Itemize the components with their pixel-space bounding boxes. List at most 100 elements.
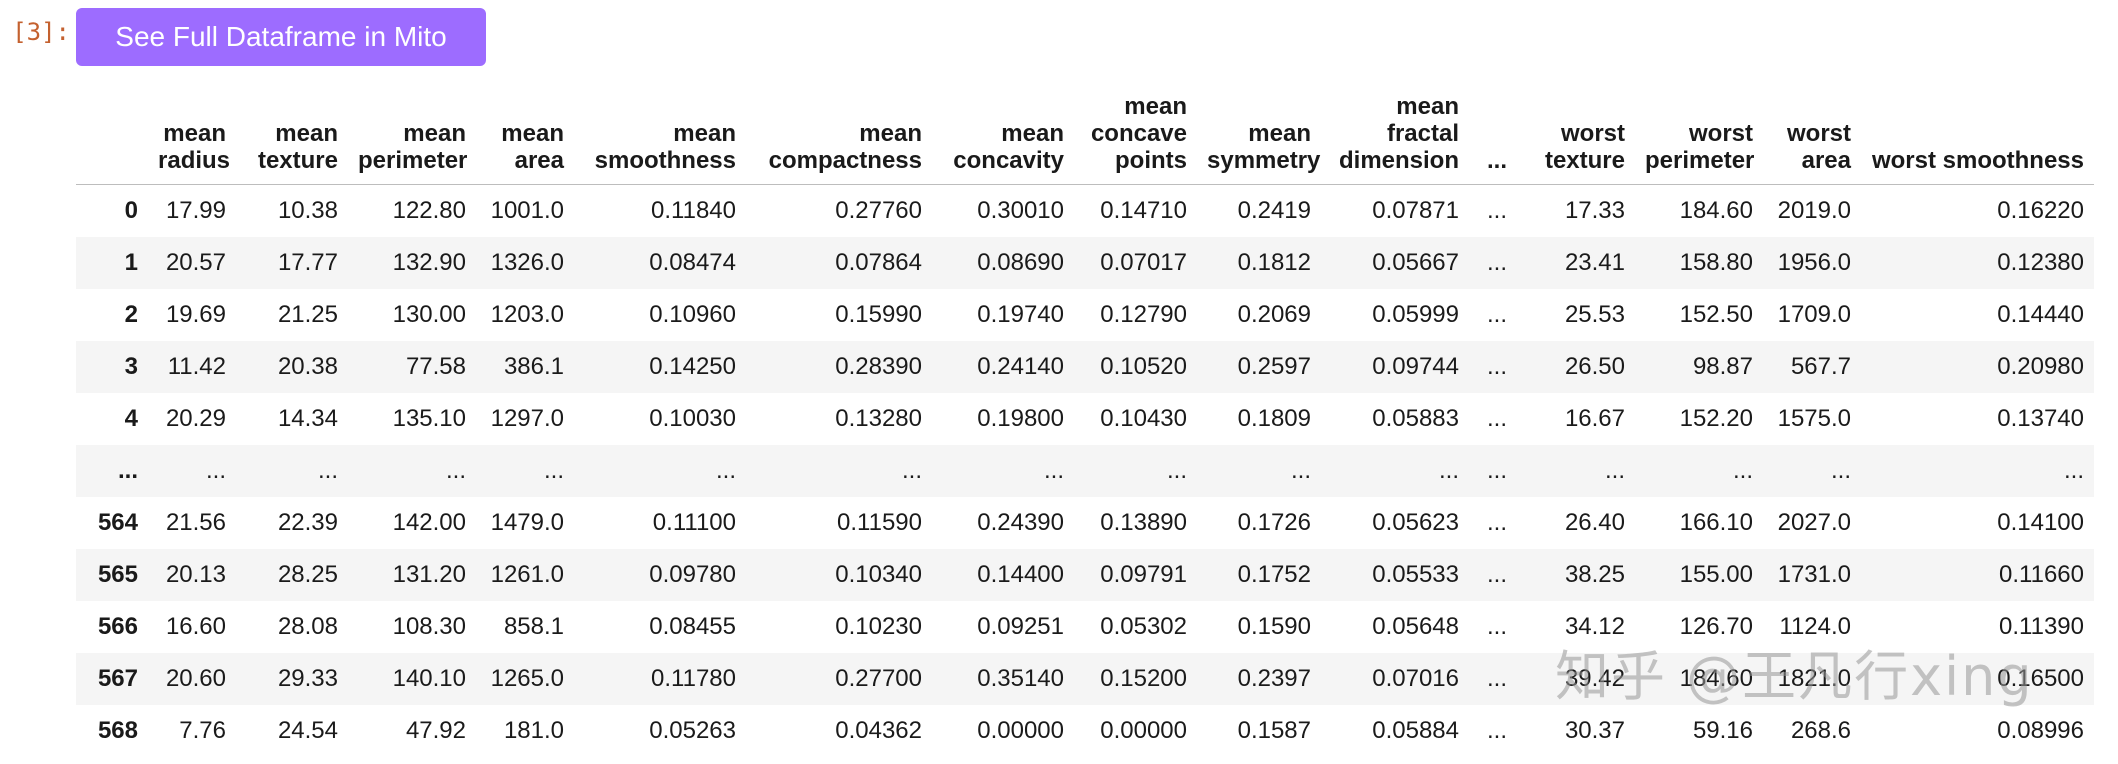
table-cell: 59.16 [1692, 716, 1753, 744]
table-cell: 1261.0 [490, 560, 564, 588]
table-cell: 25.53 [1564, 300, 1625, 328]
table-cell: 0.13890 [1100, 508, 1187, 536]
table-cell: 268.6 [1790, 716, 1851, 744]
table-cell: ... [1486, 456, 1507, 484]
table-cell: 0.09251 [977, 612, 1064, 640]
table-cell: 1265.0 [490, 664, 564, 692]
table-cell: 29.33 [277, 664, 338, 692]
table-cell: ... [715, 456, 736, 484]
table-cell: 28.25 [277, 560, 338, 588]
table-cell: 0.27700 [835, 664, 922, 692]
table-cell: 0.2419 [1237, 196, 1311, 224]
table-cell: 0.1752 [1237, 560, 1311, 588]
table-cell: 0.1809 [1237, 404, 1311, 432]
table-cell: 17.77 [277, 248, 338, 276]
table-cell: 0.10230 [835, 612, 922, 640]
table-cell: 30.37 [1564, 716, 1625, 744]
table-cell: 2019.0 [1777, 196, 1851, 224]
table-cell: ... [1486, 352, 1507, 380]
table-cell: 0.12790 [1100, 300, 1187, 328]
table-cell: 0.10340 [835, 560, 922, 588]
table-cell: 1124.0 [1779, 612, 1851, 640]
table-row: 1 20.57 17.77 132.90 1326.0 0.08474 0.07864 0.0… [76, 236, 2094, 289]
table-cell: 0.05533 [1372, 560, 1459, 588]
table-cell: ... [901, 456, 922, 484]
table-cell: 0.20980 [1997, 352, 2084, 380]
table-cell: ... [1486, 248, 1507, 276]
table-cell: 34.12 [1564, 612, 1625, 640]
table-cell: 1575.0 [1777, 404, 1851, 432]
table-cell: 0.16220 [1997, 196, 2084, 224]
table-cell: 0.00000 [1100, 716, 1187, 744]
table-cell: 155.00 [1679, 560, 1753, 588]
table-row: ........................................… [76, 444, 2094, 497]
row-index: 1 [124, 248, 138, 276]
table-row: 0 17.99 10.38 122.80 1001.0 0.11840 0.27760 0.3… [76, 185, 2094, 237]
table-cell: 0.13280 [835, 404, 922, 432]
row-index: 2 [124, 300, 138, 328]
table-cell: 0.10520 [1100, 352, 1187, 380]
table-cell: 47.92 [405, 716, 466, 744]
column-header: ... [1469, 82, 1517, 185]
table-cell: ... [1486, 508, 1507, 536]
table-cell: 0.15990 [835, 300, 922, 328]
column-header: mean concave points [1074, 82, 1197, 185]
table-cell: 0.11840 [651, 196, 736, 224]
table-cell: 1001.0 [490, 196, 564, 224]
column-header: mean texture [236, 82, 348, 185]
row-index: 3 [124, 352, 138, 380]
dataframe-table: mean radius mean texture mean perimeter mea… [76, 82, 2094, 757]
table-row: 4 20.29 14.34 135.10 1297.0 0.10030 0.13280 0.1… [76, 393, 2094, 445]
table-cell: 39.42 [1564, 664, 1625, 692]
table-cell: ... [1486, 300, 1507, 328]
table-cell: 0.14400 [977, 560, 1064, 588]
table-cell: 23.41 [1564, 248, 1625, 276]
table-cell: 0.07871 [1372, 196, 1459, 224]
table-cell: 0.07017 [1100, 248, 1187, 276]
table-cell: 17.99 [165, 196, 226, 224]
table-cell: 0.08455 [649, 612, 736, 640]
table-cell: 0.00000 [977, 716, 1064, 744]
table-cell: ... [1604, 456, 1625, 484]
table-cell: 0.05667 [1372, 248, 1459, 276]
see-full-dataframe-button[interactable]: See Full Dataframe in Mito [76, 8, 486, 66]
table-cell: ... [2063, 456, 2084, 484]
table-cell: 19.69 [165, 300, 226, 328]
table-cell: 152.20 [1679, 404, 1753, 432]
table-cell: 17.33 [1564, 196, 1625, 224]
table-body: 0 17.99 10.38 122.80 1001.0 0.11840 0.27760 0.3… [76, 185, 2094, 757]
table-cell: 0.27760 [835, 196, 922, 224]
table-cell: 28.08 [277, 612, 338, 640]
table-cell: ... [205, 456, 226, 484]
table-cell: 10.38 [277, 196, 338, 224]
table-cell: ... [1166, 456, 1187, 484]
table-cell: 20.29 [165, 404, 226, 432]
table-cell: 0.11780 [651, 664, 736, 692]
table-cell: 0.09791 [1100, 560, 1187, 588]
table-cell: 0.2069 [1237, 300, 1311, 328]
row-index: 564 [97, 508, 138, 536]
table-cell: 0.05999 [1372, 300, 1459, 328]
column-header: worst smoothness [1861, 82, 2094, 185]
column-header: mean concavity [932, 82, 1074, 185]
table-row: 565 20.13 28.25 131.20 1261.0 0.09780 0.10340 0… [76, 548, 2094, 601]
table-cell: 0.05883 [1372, 404, 1459, 432]
row-index: 4 [124, 404, 138, 432]
table-cell: 184.60 [1679, 664, 1753, 692]
table-cell: 0.10030 [649, 404, 736, 432]
table-cell: 0.2397 [1237, 664, 1311, 692]
table-cell: 11.42 [167, 352, 226, 380]
table-cell: 0.08690 [977, 248, 1064, 276]
table-row: 3 11.42 20.38 77.58 386.1 0.14250 0.28390 0.241… [76, 340, 2094, 393]
table-cell: 1479.0 [490, 508, 564, 536]
table-cell: 0.05648 [1372, 612, 1459, 640]
row-index: ... [117, 456, 138, 484]
table-cell: 152.50 [1679, 300, 1753, 328]
table-cell: 0.15200 [1100, 664, 1187, 692]
table-cell: 21.25 [277, 300, 338, 328]
column-header: mean symmetry [1197, 82, 1321, 185]
table-cell: 20.57 [165, 248, 226, 276]
table-cell: ... [1486, 560, 1507, 588]
table-cell: 858.1 [503, 612, 564, 640]
table-row: 568 7.76 24.54 47.92 181.0 0.05263 0.04362 0.00… [76, 705, 2094, 757]
